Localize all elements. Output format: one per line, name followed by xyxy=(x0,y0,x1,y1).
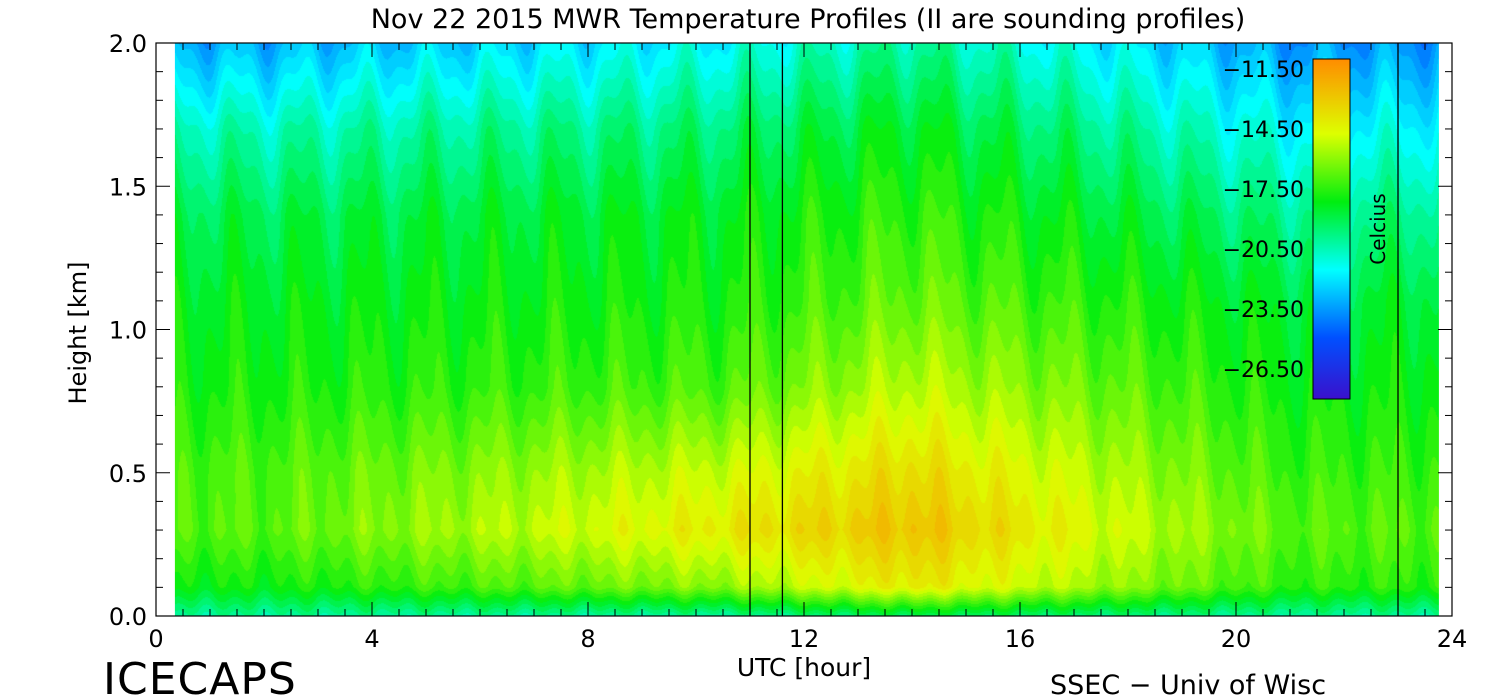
x-tick-label: 0 xyxy=(148,625,163,653)
x-tick-label: 8 xyxy=(580,625,595,653)
colorbar-tick-label: −20.50 xyxy=(1223,238,1304,263)
plot-area xyxy=(155,42,1453,617)
ssec-credit: SSEC − Univ of Wisc xyxy=(1050,670,1326,700)
colorbar: −11.50 −14.50 −17.50 −20.50 −23.50 −26.50 Cel… xyxy=(1223,58,1390,400)
colorbar-tick-label: −14.50 xyxy=(1223,118,1304,143)
x-tick-labels: 0 4 8 12 16 20 24 xyxy=(148,625,1467,653)
colorbar-label: Celcius xyxy=(1366,193,1390,264)
colorbar-tick-label: −26.50 xyxy=(1223,358,1304,383)
y-tick-label: 0.5 xyxy=(109,460,147,488)
y-axis-label: Height [km] xyxy=(64,262,92,405)
y-tick-label: 1.0 xyxy=(109,317,147,345)
colorbar-tick-labels: −11.50 −14.50 −17.50 −20.50 −23.50 −26.50 xyxy=(1223,58,1304,383)
plot-frame xyxy=(155,42,1453,617)
icecaps-logo-text: ICECAPS xyxy=(103,654,297,700)
temperature-heatmap xyxy=(174,43,1439,616)
y-tick-label: 2.0 xyxy=(109,30,147,58)
colorbar-tick-label: −11.50 xyxy=(1223,58,1304,83)
colorbar-gradient xyxy=(1312,58,1351,400)
x-axis-label: UTC [hour] xyxy=(737,653,871,682)
x-tick-label: 24 xyxy=(1437,625,1468,653)
chart-title: Nov 22 2015 MWR Temperature Profiles (II… xyxy=(371,4,1246,35)
y-tick-label: 1.5 xyxy=(109,173,147,201)
colorbar-tick-label: −23.50 xyxy=(1223,298,1304,323)
y-tick-label: 0.0 xyxy=(109,603,147,631)
y-tick-labels: 0.0 0.5 1.0 1.5 2.0 xyxy=(109,30,147,631)
x-tick-label: 4 xyxy=(364,625,379,653)
x-tick-label: 20 xyxy=(1221,625,1252,653)
colorbar-tick-label: −17.50 xyxy=(1223,178,1304,203)
sounding-lines xyxy=(749,43,1399,616)
x-tick-label: 16 xyxy=(1005,625,1036,653)
x-tick-label: 12 xyxy=(789,625,820,653)
